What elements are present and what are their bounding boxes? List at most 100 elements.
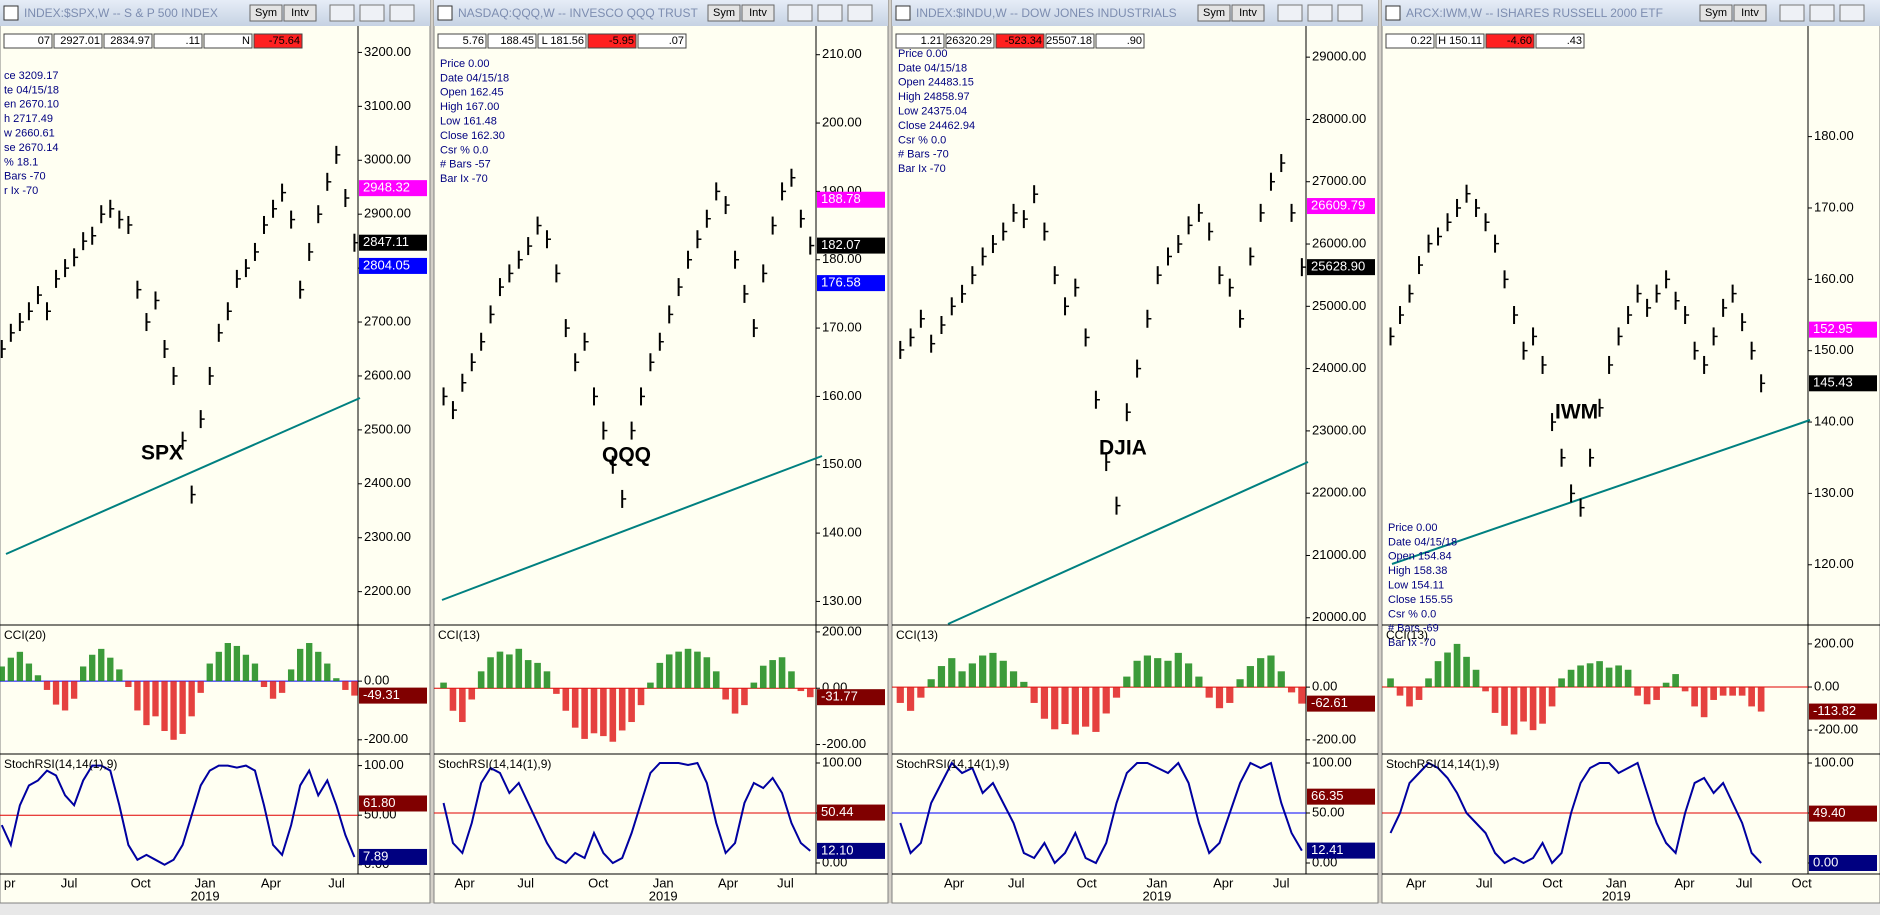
y-tick-label: 27000.00 [1312,173,1366,188]
cci-bar [468,688,476,700]
y-tick-label: 160.00 [822,388,862,403]
price-marker [359,180,427,197]
close-button[interactable] [389,4,415,22]
minimize-button[interactable] [1277,4,1303,22]
indicator-marker-label: 66.35 [1311,788,1344,803]
indicator-marker-label: 50.44 [821,804,854,819]
cci-bar [1681,687,1689,692]
cci-bar [1757,687,1765,712]
cci-bar [197,681,204,693]
cci-bar [1558,678,1565,688]
status-value: .43 [1567,35,1582,47]
stochrsi-line [1389,761,1762,865]
cci-bar [806,688,814,698]
info-line: se 2670.14 [4,142,58,154]
x-tick-label: Oct [1076,875,1097,890]
maximize-button[interactable] [1809,4,1835,22]
maximize-button[interactable] [359,4,385,22]
cci-bar [769,660,776,689]
cci-bar [1719,687,1727,696]
maximize-button[interactable] [817,4,843,22]
status-value: 188.45 [500,35,534,47]
cci-bar [1463,656,1470,688]
cci-bar [927,679,935,688]
status-value: 25507.18 [1046,35,1092,47]
toolbar-button[interactable] [741,4,775,22]
cci-bar [515,648,523,689]
cci-bar [1226,687,1234,703]
toolbar-button-label: Sym [713,7,735,19]
price-marker-label: 152.95 [1813,321,1853,336]
info-line: Low 161.48 [440,116,497,128]
toolbar-button[interactable] [1197,4,1231,22]
trend-channel [441,455,823,601]
toolbar-button[interactable] [249,4,283,22]
stochrsi-line [0,764,356,866]
minimize-button[interactable] [1779,4,1805,22]
status-cell [153,33,203,49]
status-cell [1385,33,1435,49]
y-tick-label: 0.00 [364,673,389,688]
y-tick-label: 170.00 [822,320,862,335]
close-button[interactable] [847,4,873,22]
cci-bar [1577,665,1584,688]
toolbar-button[interactable] [1231,4,1265,22]
maximize-button[interactable] [1307,4,1333,22]
symbol-label: IWM [1555,401,1598,424]
cci-bar [233,645,241,682]
toolbar-button[interactable] [1699,4,1733,22]
info-line: # Bars -57 [440,159,491,171]
cci-bar [675,651,682,689]
cci-bar [52,681,60,705]
toolbar-button-label: Intv [1741,7,1759,19]
y-tick-label: 200.00 [822,114,862,129]
cci-bar [1520,687,1527,722]
toolbar-button[interactable] [707,4,741,22]
symbol-label: SPX [141,442,183,465]
indicator-marker-label: 12.10 [821,842,854,857]
indicator-marker-label: -113.82 [1813,703,1856,718]
window-title: INDEX:$INDU,W -- DOW JONES INDUSTRIALS [916,6,1177,20]
cci-bar [524,660,532,689]
cci-bar [1215,687,1224,709]
minimize-button[interactable] [787,4,813,22]
cci-bar [1539,687,1546,724]
cci-bar [1174,652,1182,688]
price-marker-label: 26609.79 [1311,197,1365,212]
window-frame [433,0,889,904]
status-cell [3,33,53,49]
price-marker [817,237,885,254]
info-line: Low 24375.04 [898,106,967,118]
info-line: Open 154.84 [1388,551,1452,563]
y-tick-label: 2500.00 [364,421,411,436]
cci-bar [496,651,504,689]
info-line: Close 24462.94 [898,120,975,132]
cci-bar [43,681,51,690]
scrollbar[interactable] [0,903,1880,915]
minimize-button[interactable] [329,4,355,22]
y-tick-label: 140.00 [1814,413,1854,428]
price-marker [1307,259,1375,276]
y-tick-label: -200.00 [364,731,408,746]
close-button[interactable] [1839,4,1865,22]
x-year-label: 2019 [649,888,678,903]
cci-bar [351,681,358,696]
cci-bar [609,688,617,742]
y-tick-label: 2700.00 [364,313,411,328]
status-value: 07 [38,35,50,47]
toolbar-button[interactable] [283,4,317,22]
info-line: # Bars -70 [898,149,949,161]
cci-bar [1277,671,1285,688]
cci-bar [1184,663,1193,688]
toolbar-button[interactable] [1733,4,1767,22]
x-tick-label: Jan [195,875,216,890]
close-button[interactable] [1337,4,1363,22]
window-icon [1385,5,1401,21]
price-marker [359,234,427,251]
cci-bar [116,669,123,682]
cci-bar [1406,687,1413,707]
toolbar-button-label: Sym [1705,7,1727,19]
info-line: Csr % 0.0 [1388,608,1436,620]
cci-bar [1605,667,1613,688]
cci-bar [1624,669,1632,688]
